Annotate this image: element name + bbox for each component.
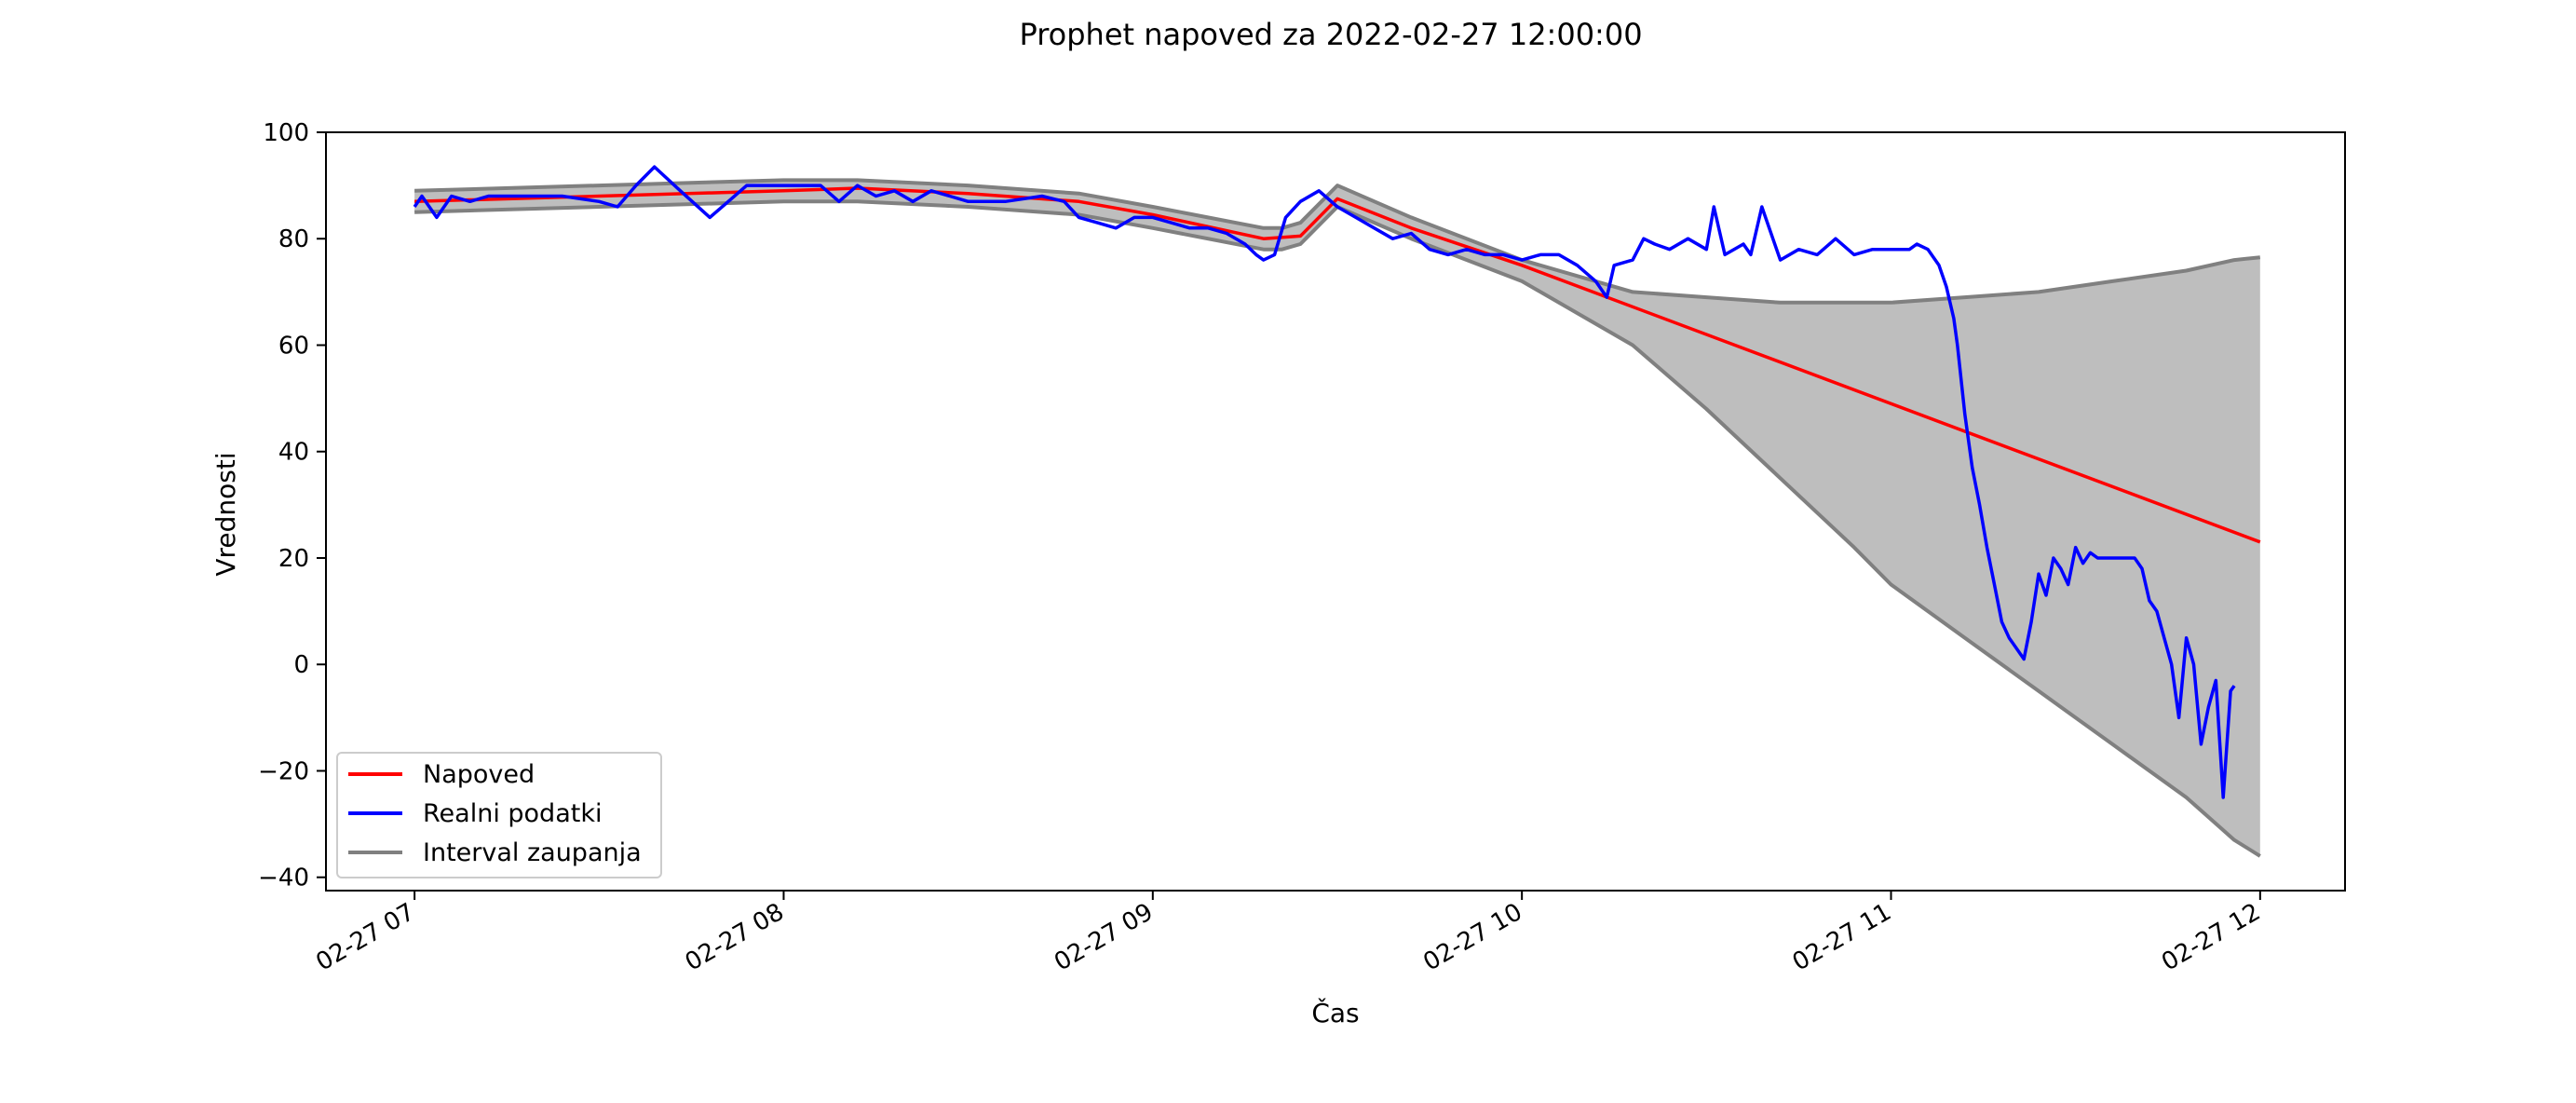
y-axis-label: Vrednosti xyxy=(210,452,241,576)
napoved-line xyxy=(414,186,2261,544)
realni-podatki-line xyxy=(413,165,2236,799)
y-tick-label: 40 xyxy=(278,439,309,467)
y-axis: −40 −20 0 20 40 60 80 100 xyxy=(258,119,326,892)
plot-frame xyxy=(325,131,2346,892)
plot-area xyxy=(413,165,2261,858)
x-tick-label: 02-27 08 xyxy=(681,898,789,976)
legend-label-napoved: Napoved xyxy=(423,760,535,789)
y-tick-label: 80 xyxy=(278,225,309,253)
x-tick-label: 02-27 07 xyxy=(311,898,419,976)
legend-label-realni: Realni podatki xyxy=(423,799,602,828)
interval-upper-line xyxy=(414,178,2261,305)
x-tick-label: 02-27 12 xyxy=(2157,898,2265,976)
x-tick-label: 02-27 10 xyxy=(1418,898,1526,976)
legend: Napoved Realni podatki Interval zaupanja xyxy=(336,752,662,878)
x-axis-label: Čas xyxy=(1311,997,1359,1028)
y-tick-label: −20 xyxy=(258,757,309,785)
legend-label-interval: Interval zaupanja xyxy=(423,838,642,867)
x-tick-label: 02-27 09 xyxy=(1050,898,1158,976)
interval-lower-line xyxy=(414,199,2261,858)
y-tick-label: 0 xyxy=(293,651,309,679)
legend-box xyxy=(336,752,662,878)
y-tick-label: −40 xyxy=(258,865,309,892)
chart-title: Prophet napoved za 2022-02-27 12:00:00 xyxy=(1019,17,1642,52)
x-axis: 02-27 07 02-27 08 02-27 09 02-27 10 02-27 11… xyxy=(311,891,2265,977)
y-tick-label: 100 xyxy=(263,119,309,147)
x-tick-label: 02-27 11 xyxy=(1788,898,1896,976)
y-tick-label: 20 xyxy=(278,545,309,573)
y-tick-label: 60 xyxy=(278,332,309,360)
interval-band xyxy=(414,180,2260,856)
